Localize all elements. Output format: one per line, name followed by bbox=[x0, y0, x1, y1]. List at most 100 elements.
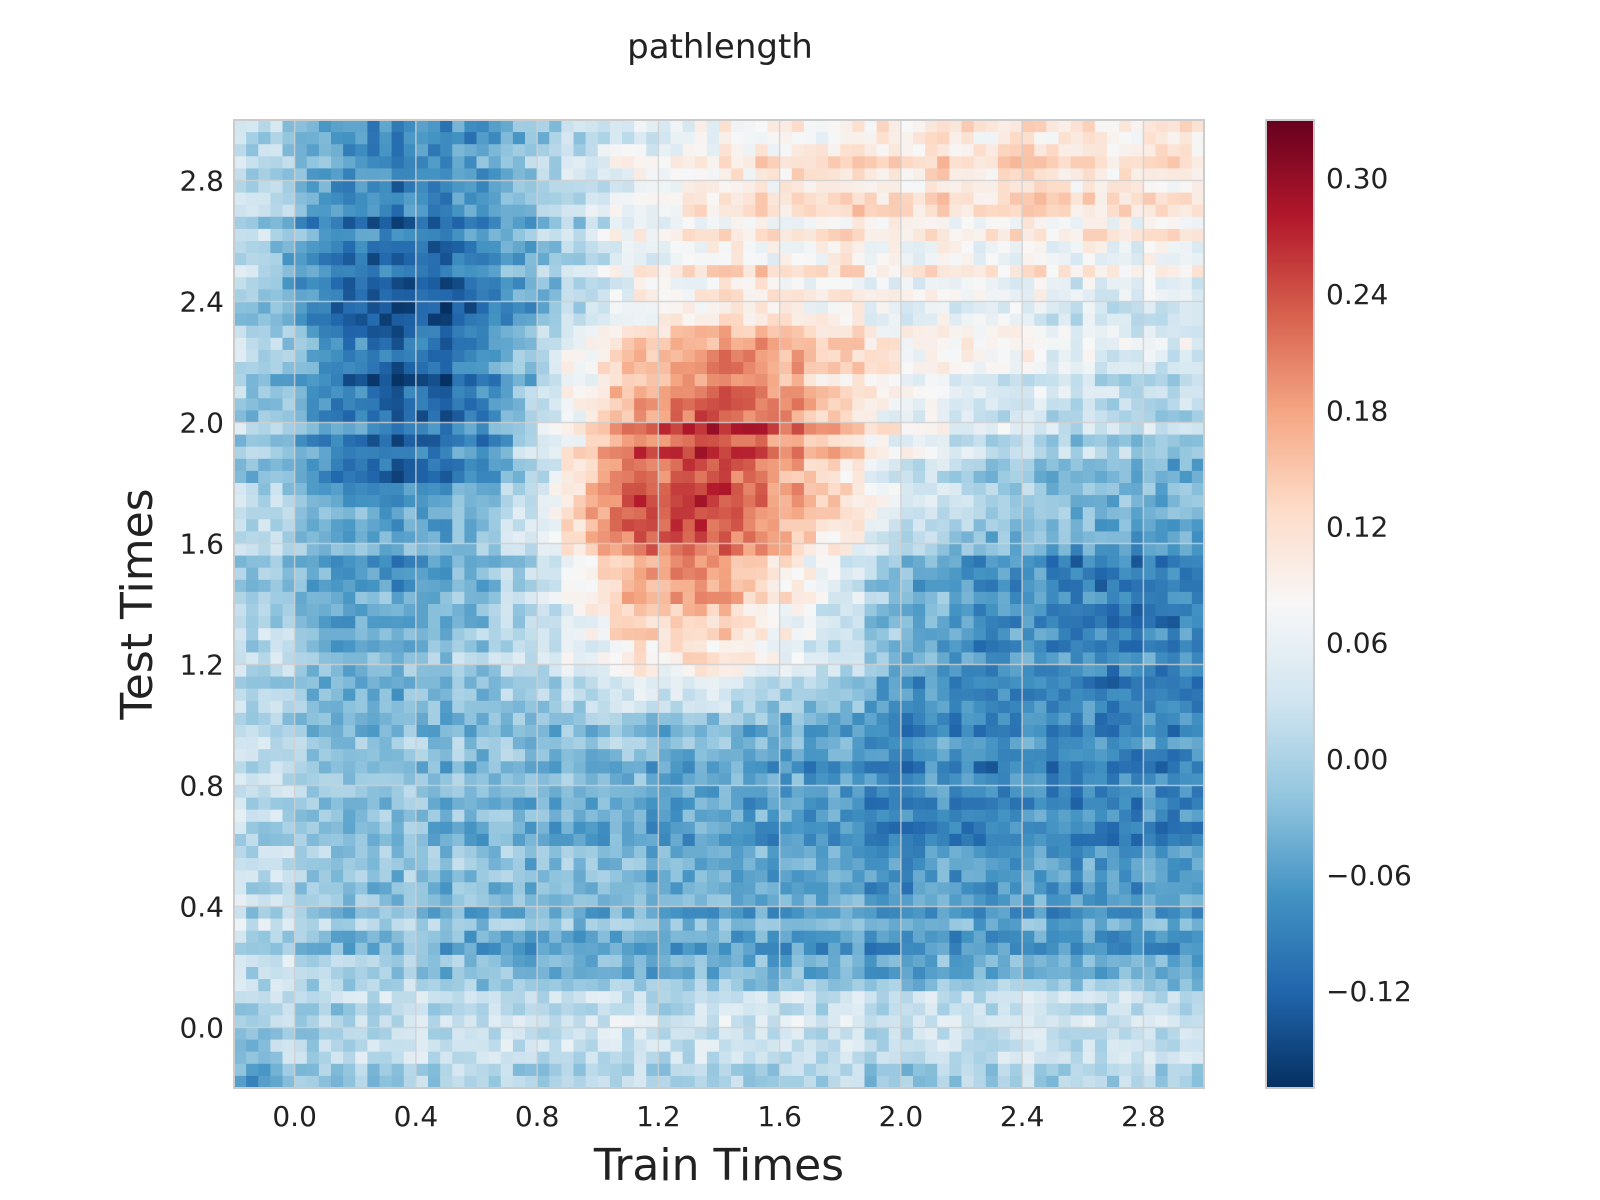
heatmap-cell bbox=[561, 325, 575, 339]
heatmap-cell bbox=[658, 156, 672, 169]
heatmap-cell bbox=[1131, 737, 1144, 750]
heatmap-cell bbox=[803, 688, 817, 702]
heatmap-cell bbox=[1143, 386, 1157, 399]
heatmap-cell bbox=[318, 289, 332, 303]
heatmap-cell bbox=[1022, 120, 1035, 133]
heatmap-cell bbox=[646, 519, 659, 532]
heatmap-cell bbox=[1107, 241, 1120, 254]
heatmap-cell bbox=[888, 180, 902, 194]
heatmap-cell bbox=[1155, 567, 1169, 581]
heatmap-cell bbox=[779, 833, 793, 847]
heatmap-cell bbox=[1022, 640, 1035, 653]
heatmap-cell bbox=[1143, 144, 1157, 157]
heatmap-cell bbox=[731, 470, 744, 484]
heatmap-cell bbox=[464, 712, 478, 726]
heatmap-cell bbox=[985, 652, 999, 666]
heatmap-cell bbox=[694, 591, 708, 605]
heatmap-cell bbox=[452, 737, 465, 750]
heatmap-cell bbox=[876, 797, 890, 811]
heatmap-cell bbox=[1119, 749, 1132, 762]
heatmap-cell bbox=[937, 495, 950, 508]
heatmap-cell bbox=[949, 446, 963, 460]
heatmap-cell bbox=[658, 168, 672, 182]
heatmap-cell bbox=[1131, 120, 1144, 133]
heatmap-cell bbox=[803, 398, 817, 411]
heatmap-cell bbox=[355, 410, 368, 424]
heatmap-cell bbox=[997, 761, 1011, 774]
heatmap-cell bbox=[706, 858, 720, 871]
heatmap-cell bbox=[973, 821, 987, 835]
heatmap-cell bbox=[816, 228, 829, 242]
heatmap-cell bbox=[488, 688, 502, 702]
heatmap-cell bbox=[452, 132, 465, 145]
heatmap-cell bbox=[500, 519, 514, 532]
heatmap-cell bbox=[1179, 483, 1193, 496]
heatmap-cell bbox=[961, 591, 975, 605]
heatmap-cell bbox=[379, 531, 393, 545]
heatmap-cell bbox=[731, 228, 744, 242]
heatmap-cell bbox=[1010, 833, 1023, 847]
heatmap-cell bbox=[852, 144, 866, 157]
heatmap-cell bbox=[840, 241, 853, 254]
heatmap-cell bbox=[706, 579, 720, 593]
heatmap-cell bbox=[634, 422, 647, 436]
heatmap-cell bbox=[367, 543, 381, 557]
heatmap-cell bbox=[270, 531, 284, 545]
heatmap-cell bbox=[1094, 180, 1108, 194]
heatmap-cell bbox=[270, 591, 284, 605]
heatmap-cell bbox=[573, 725, 587, 738]
heatmap-cell bbox=[367, 313, 381, 327]
heatmap-cell bbox=[840, 785, 853, 799]
heatmap-cell bbox=[646, 204, 659, 218]
heatmap-cell bbox=[1155, 253, 1169, 266]
heatmap-cell bbox=[816, 204, 829, 218]
heatmap-cell bbox=[694, 737, 708, 750]
heatmap-cell bbox=[973, 567, 987, 581]
heatmap-cell bbox=[682, 337, 696, 351]
heatmap-cell bbox=[537, 616, 550, 629]
heatmap-cell bbox=[294, 797, 308, 811]
heatmap-cell bbox=[622, 737, 635, 750]
heatmap-cell bbox=[379, 144, 393, 157]
heatmap-cell bbox=[561, 676, 575, 690]
heatmap-cell bbox=[779, 809, 793, 823]
heatmap-cell bbox=[925, 446, 938, 460]
heatmap-cell bbox=[331, 761, 344, 774]
heatmap-cell bbox=[888, 446, 902, 460]
heatmap-cell bbox=[355, 616, 368, 629]
heatmap-cell bbox=[525, 712, 538, 726]
heatmap-cell bbox=[440, 821, 453, 835]
heatmap-cell bbox=[403, 664, 417, 678]
heatmap-cell bbox=[682, 567, 696, 581]
heatmap-cell bbox=[743, 821, 756, 835]
heatmap-cell bbox=[694, 216, 708, 230]
heatmap-cell bbox=[294, 410, 308, 424]
heatmap-cell bbox=[561, 664, 575, 678]
heatmap-cell bbox=[997, 579, 1011, 593]
heatmap-cell bbox=[246, 809, 259, 823]
heatmap-cell bbox=[767, 846, 781, 859]
heatmap-cell bbox=[609, 483, 623, 496]
heatmap-cell bbox=[852, 362, 866, 375]
heatmap-cell bbox=[719, 204, 732, 218]
heatmap-cell bbox=[537, 640, 550, 653]
heatmap-cell bbox=[803, 386, 817, 399]
heatmap-cell bbox=[391, 676, 405, 690]
heatmap-cell bbox=[561, 180, 575, 194]
heatmap-cell bbox=[1107, 773, 1120, 787]
heatmap-cell bbox=[1119, 470, 1132, 484]
heatmap-cell bbox=[791, 604, 805, 617]
heatmap-cell bbox=[961, 640, 975, 653]
heatmap-cell bbox=[634, 313, 647, 327]
heatmap-cell bbox=[864, 616, 878, 629]
heatmap-cell bbox=[864, 846, 878, 859]
heatmap-cell bbox=[767, 434, 781, 448]
heatmap-cell bbox=[719, 386, 732, 399]
heatmap-cell bbox=[719, 253, 732, 266]
heatmap-cell bbox=[282, 204, 296, 218]
heatmap-cell bbox=[1107, 265, 1120, 278]
heatmap-cell bbox=[1094, 519, 1108, 532]
heatmap-cell bbox=[403, 700, 417, 714]
heatmap-cell bbox=[900, 507, 914, 520]
heatmap-cell bbox=[355, 712, 368, 726]
